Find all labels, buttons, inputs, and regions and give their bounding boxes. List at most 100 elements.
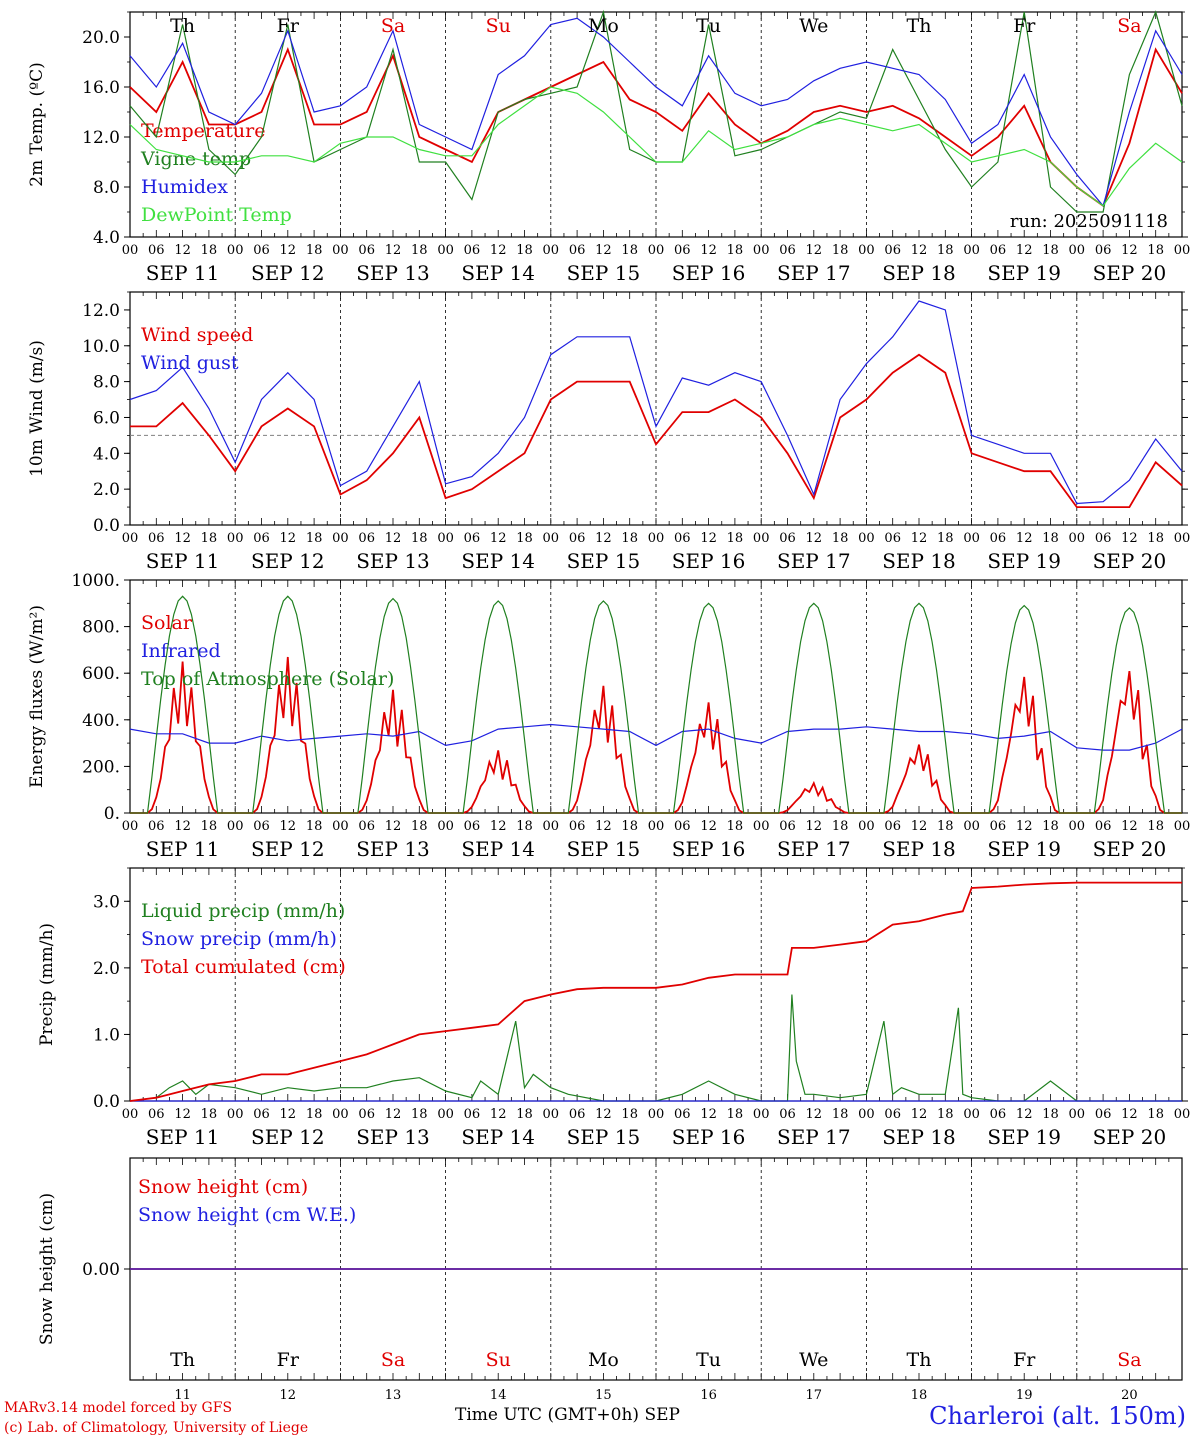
hour-tick-label: 00 (1069, 819, 1086, 834)
hour-tick-label: 18 (1147, 1107, 1164, 1122)
y-tick-label: 6.0 (93, 408, 120, 428)
bottom-day-number: 11 (174, 1388, 191, 1403)
date-label: SEP 19 (987, 837, 1061, 861)
hour-tick-label: 12 (490, 531, 507, 546)
hour-tick-label: 06 (779, 243, 796, 258)
run-annotation: run: 2025091118 (1010, 211, 1168, 232)
y-tick-label: 2.0 (93, 959, 120, 979)
date-label: SEP 15 (567, 1125, 641, 1149)
hour-tick-label: 12 (806, 531, 823, 546)
date-label: SEP 11 (146, 549, 220, 573)
hour-tick-label: 00 (437, 819, 454, 834)
top-day-label: Tu (696, 15, 721, 37)
hour-tick-label: 00 (543, 819, 560, 834)
bottom-day-name: Fr (277, 1349, 300, 1371)
hour-tick-label: 12 (1016, 531, 1033, 546)
hour-tick-label: 06 (148, 243, 165, 258)
hour-tick-label: 06 (674, 1107, 691, 1122)
hour-tick-label: 00 (963, 531, 980, 546)
date-label: SEP 16 (672, 1125, 746, 1149)
hour-tick-label: 12 (700, 1107, 717, 1122)
hour-tick-label: 00 (122, 531, 139, 546)
hour-tick-label: 12 (385, 243, 402, 258)
legend-label: Temperature (141, 120, 265, 142)
top-day-label: Fr (277, 15, 300, 37)
hour-tick-label: 00 (543, 531, 560, 546)
hour-tick-label: 12 (1016, 1107, 1033, 1122)
date-label: SEP 13 (356, 261, 430, 285)
hour-tick-label: 18 (411, 819, 428, 834)
y-tick-label: 3.0 (93, 892, 120, 912)
hour-tick-label: 18 (832, 819, 849, 834)
series-line (130, 595, 1182, 814)
y-tick-label: 20.0 (82, 28, 120, 48)
hour-tick-label: 18 (1147, 819, 1164, 834)
legend-label: Humidex (141, 176, 228, 198)
legend-label: Snow height (cm) (138, 1176, 308, 1198)
y-tick-label: 0.0 (93, 1092, 120, 1112)
date-label: SEP 19 (987, 1125, 1061, 1149)
hour-tick-label: 00 (858, 1107, 875, 1122)
series-line (129, 46, 1183, 208)
date-label: SEP 19 (987, 261, 1061, 285)
hour-tick-label: 00 (648, 819, 665, 834)
hour-tick-label: 12 (595, 1107, 612, 1122)
hour-tick-label: 06 (884, 243, 901, 258)
hour-tick-label: 18 (621, 243, 638, 258)
bottom-day-name: Fr (1013, 1349, 1036, 1371)
hour-tick-label: 12 (700, 243, 717, 258)
hour-tick-label: 06 (1095, 531, 1112, 546)
bottom-day-name: Su (486, 1349, 511, 1371)
bottom-day-number: 12 (280, 1388, 297, 1403)
hour-tick-label: 06 (674, 531, 691, 546)
y-axis-title: Precip (mm/h) (37, 923, 57, 1046)
y-tick-label: 8.0 (93, 373, 120, 393)
hour-tick-label: 12 (174, 819, 191, 834)
hour-tick-label: 12 (174, 243, 191, 258)
hour-tick-label: 18 (306, 819, 323, 834)
hour-tick-label: 12 (911, 1107, 928, 1122)
hour-tick-label: 12 (595, 531, 612, 546)
hour-tick-label: 18 (1042, 243, 1059, 258)
hour-tick-label: 18 (621, 531, 638, 546)
bottom-day-number: 20 (1121, 1388, 1138, 1403)
date-label: SEP 17 (777, 549, 851, 573)
y-axis-title: Energy fluxes (W/m²) (27, 605, 47, 788)
hour-tick-label: 00 (543, 1107, 560, 1122)
hour-tick-label: 12 (280, 819, 297, 834)
hour-tick-label: 18 (201, 531, 218, 546)
top-day-label: Sa (1117, 15, 1141, 37)
hour-tick-label: 06 (358, 243, 375, 258)
hour-tick-label: 18 (306, 531, 323, 546)
y-tick-label: 4.0 (93, 444, 120, 464)
date-label: SEP 13 (356, 549, 430, 573)
hour-tick-label: 06 (148, 819, 165, 834)
hour-tick-label: 06 (779, 531, 796, 546)
hour-tick-label: 18 (306, 1107, 323, 1122)
hour-tick-label: 06 (253, 1107, 270, 1122)
hour-tick-label: 18 (937, 243, 954, 258)
date-label: SEP 11 (146, 1125, 220, 1149)
top-day-label: Su (486, 15, 511, 37)
date-label: SEP 18 (882, 261, 956, 285)
series-line (130, 353, 1183, 508)
y-axis-title: Snow height (cm) (37, 1193, 57, 1345)
hour-tick-label: 00 (753, 1107, 770, 1122)
hour-tick-label: 12 (385, 531, 402, 546)
series-line (129, 723, 1183, 751)
y-tick-label: 4.0 (93, 228, 120, 248)
hour-tick-label: 06 (358, 1107, 375, 1122)
time-axis-title: Time UTC (GMT+0h) SEP (455, 1405, 680, 1425)
date-label: SEP 20 (1093, 837, 1167, 861)
hour-tick-label: 12 (911, 243, 928, 258)
hour-tick-label: 00 (227, 243, 244, 258)
hour-tick-label: 00 (437, 243, 454, 258)
hour-tick-label: 18 (937, 819, 954, 834)
date-label: SEP 16 (672, 837, 746, 861)
legend-label: Wind speed (141, 324, 253, 346)
hour-tick-label: 06 (464, 531, 481, 546)
date-label: SEP 12 (251, 549, 325, 573)
hour-tick-label: 12 (911, 531, 928, 546)
hour-tick-label: 12 (280, 531, 297, 546)
